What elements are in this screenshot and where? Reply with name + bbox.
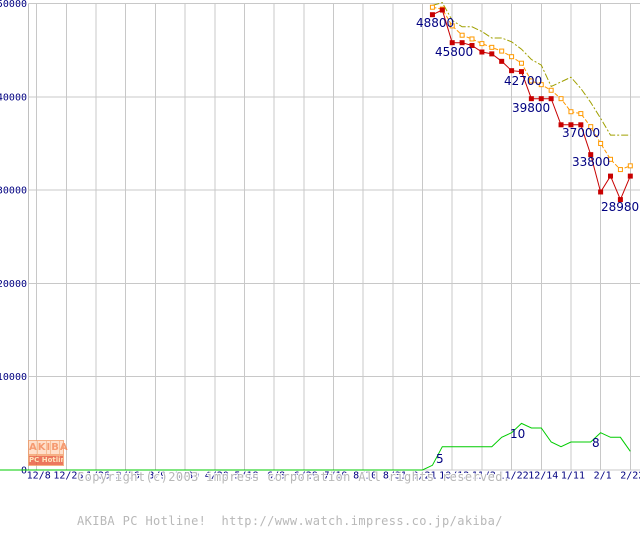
x-tick-label: 6/29	[294, 471, 318, 481]
marker-average-price	[538, 82, 544, 88]
x-tick-label: 6/8	[267, 471, 285, 481]
x-tick-label: 9/21	[412, 471, 436, 481]
marker-average-price	[528, 78, 534, 84]
value-annotation: 28980	[601, 200, 639, 214]
marker-average-price	[429, 4, 435, 10]
value-annotation: 5	[436, 452, 444, 466]
x-tick-label: 8/31	[383, 471, 407, 481]
x-tick-label: 10/12	[439, 471, 469, 481]
marker-lowest-price	[429, 12, 435, 18]
marker-average-price	[598, 140, 604, 146]
marker-lowest-price	[439, 7, 445, 13]
copyright-line2: AKIBA PC Hotline! http://www.watch.impre…	[77, 513, 503, 528]
marker-lowest-price	[578, 122, 584, 128]
marker-average-price	[499, 48, 505, 54]
marker-lowest-price	[588, 152, 594, 158]
marker-lowest-price	[548, 96, 554, 102]
marker-average-price	[518, 60, 524, 66]
y-tick-label: 20000	[0, 279, 27, 290]
value-annotation: 42700	[504, 74, 542, 88]
marker-lowest-price	[538, 96, 544, 102]
marker-lowest-price	[528, 96, 534, 102]
x-tick-label: 11/2	[472, 471, 496, 481]
marker-average-price	[588, 124, 594, 130]
marker-average-price	[489, 44, 495, 50]
x-tick-label: 2/16	[116, 471, 140, 481]
marker-lowest-price	[608, 173, 614, 179]
marker-average-price	[578, 111, 584, 117]
marker-lowest-price	[449, 40, 455, 46]
value-annotation: 10	[510, 427, 525, 441]
x-tick-label: 2/1	[594, 471, 612, 481]
series-shop-count	[0, 422, 631, 471]
value-annotation: 33800	[572, 155, 610, 169]
marker-lowest-price	[568, 122, 574, 128]
series-highest-price	[432, 2, 631, 136]
x-tick-label: 5/18	[234, 471, 258, 481]
y-tick-label: 0	[21, 466, 27, 477]
marker-lowest-price	[617, 197, 623, 203]
chart-series-layer: 48800 45800 42700 39800 37000 33800 28980 5 10 8	[0, 2, 639, 471]
marker-average-price	[449, 23, 455, 29]
y-tick-label: 10000	[0, 372, 27, 383]
x-tick-label: 3/9	[148, 471, 166, 481]
chart-grid-layer: 0 10000 20000 30000 40000 50000 12/812/281/26 2…	[0, 0, 640, 480]
marker-average-price	[608, 156, 614, 162]
marker-lowest-price	[509, 68, 515, 74]
value-annotation: 37000	[562, 126, 600, 140]
x-tick-label: 12/28	[53, 471, 83, 481]
marker-lowest-price	[459, 40, 465, 46]
marker-lowest-price	[469, 42, 475, 48]
x-tick-label: 2/22	[620, 471, 640, 481]
x-tick-label: 3/30	[175, 471, 199, 481]
marker-average-price	[568, 109, 574, 115]
value-annotation: 39800	[512, 101, 550, 115]
marker-lowest-price	[598, 189, 604, 195]
y-tick-label: 30000	[0, 186, 27, 197]
x-tick-label: 1/26	[86, 471, 110, 481]
y-tick-label: 40000	[0, 92, 27, 103]
marker-lowest-price	[479, 49, 485, 55]
marker-lowest-price	[499, 58, 505, 64]
marker-average-price	[548, 87, 554, 93]
marker-average-price	[627, 163, 633, 169]
marker-lowest-price	[518, 69, 524, 75]
marker-average-price	[469, 36, 475, 42]
y-tick-label: 50000	[0, 0, 27, 10]
marker-average-price	[479, 41, 485, 47]
x-tick-label: 8/10	[353, 471, 377, 481]
marker-average-price	[509, 54, 515, 60]
marker-average-price	[459, 32, 465, 38]
x-tick-label: 4/20	[205, 471, 229, 481]
marker-lowest-price	[627, 173, 633, 179]
x-tick-label: 7/19	[323, 471, 347, 481]
value-annotation: 48800	[416, 16, 454, 30]
x-tick-label: 1/11	[561, 471, 585, 481]
marker-lowest-price	[489, 51, 495, 57]
marker-lowest-price	[558, 122, 564, 128]
x-tick-label: 12/14	[528, 471, 558, 481]
value-annotation: 8	[592, 436, 600, 450]
x-tick-label: 12/8	[27, 471, 51, 481]
value-annotation: 45800	[435, 45, 473, 59]
marker-average-price	[617, 167, 623, 173]
x-tick-label: 11/22	[499, 471, 529, 481]
marker-average-price	[558, 96, 564, 102]
